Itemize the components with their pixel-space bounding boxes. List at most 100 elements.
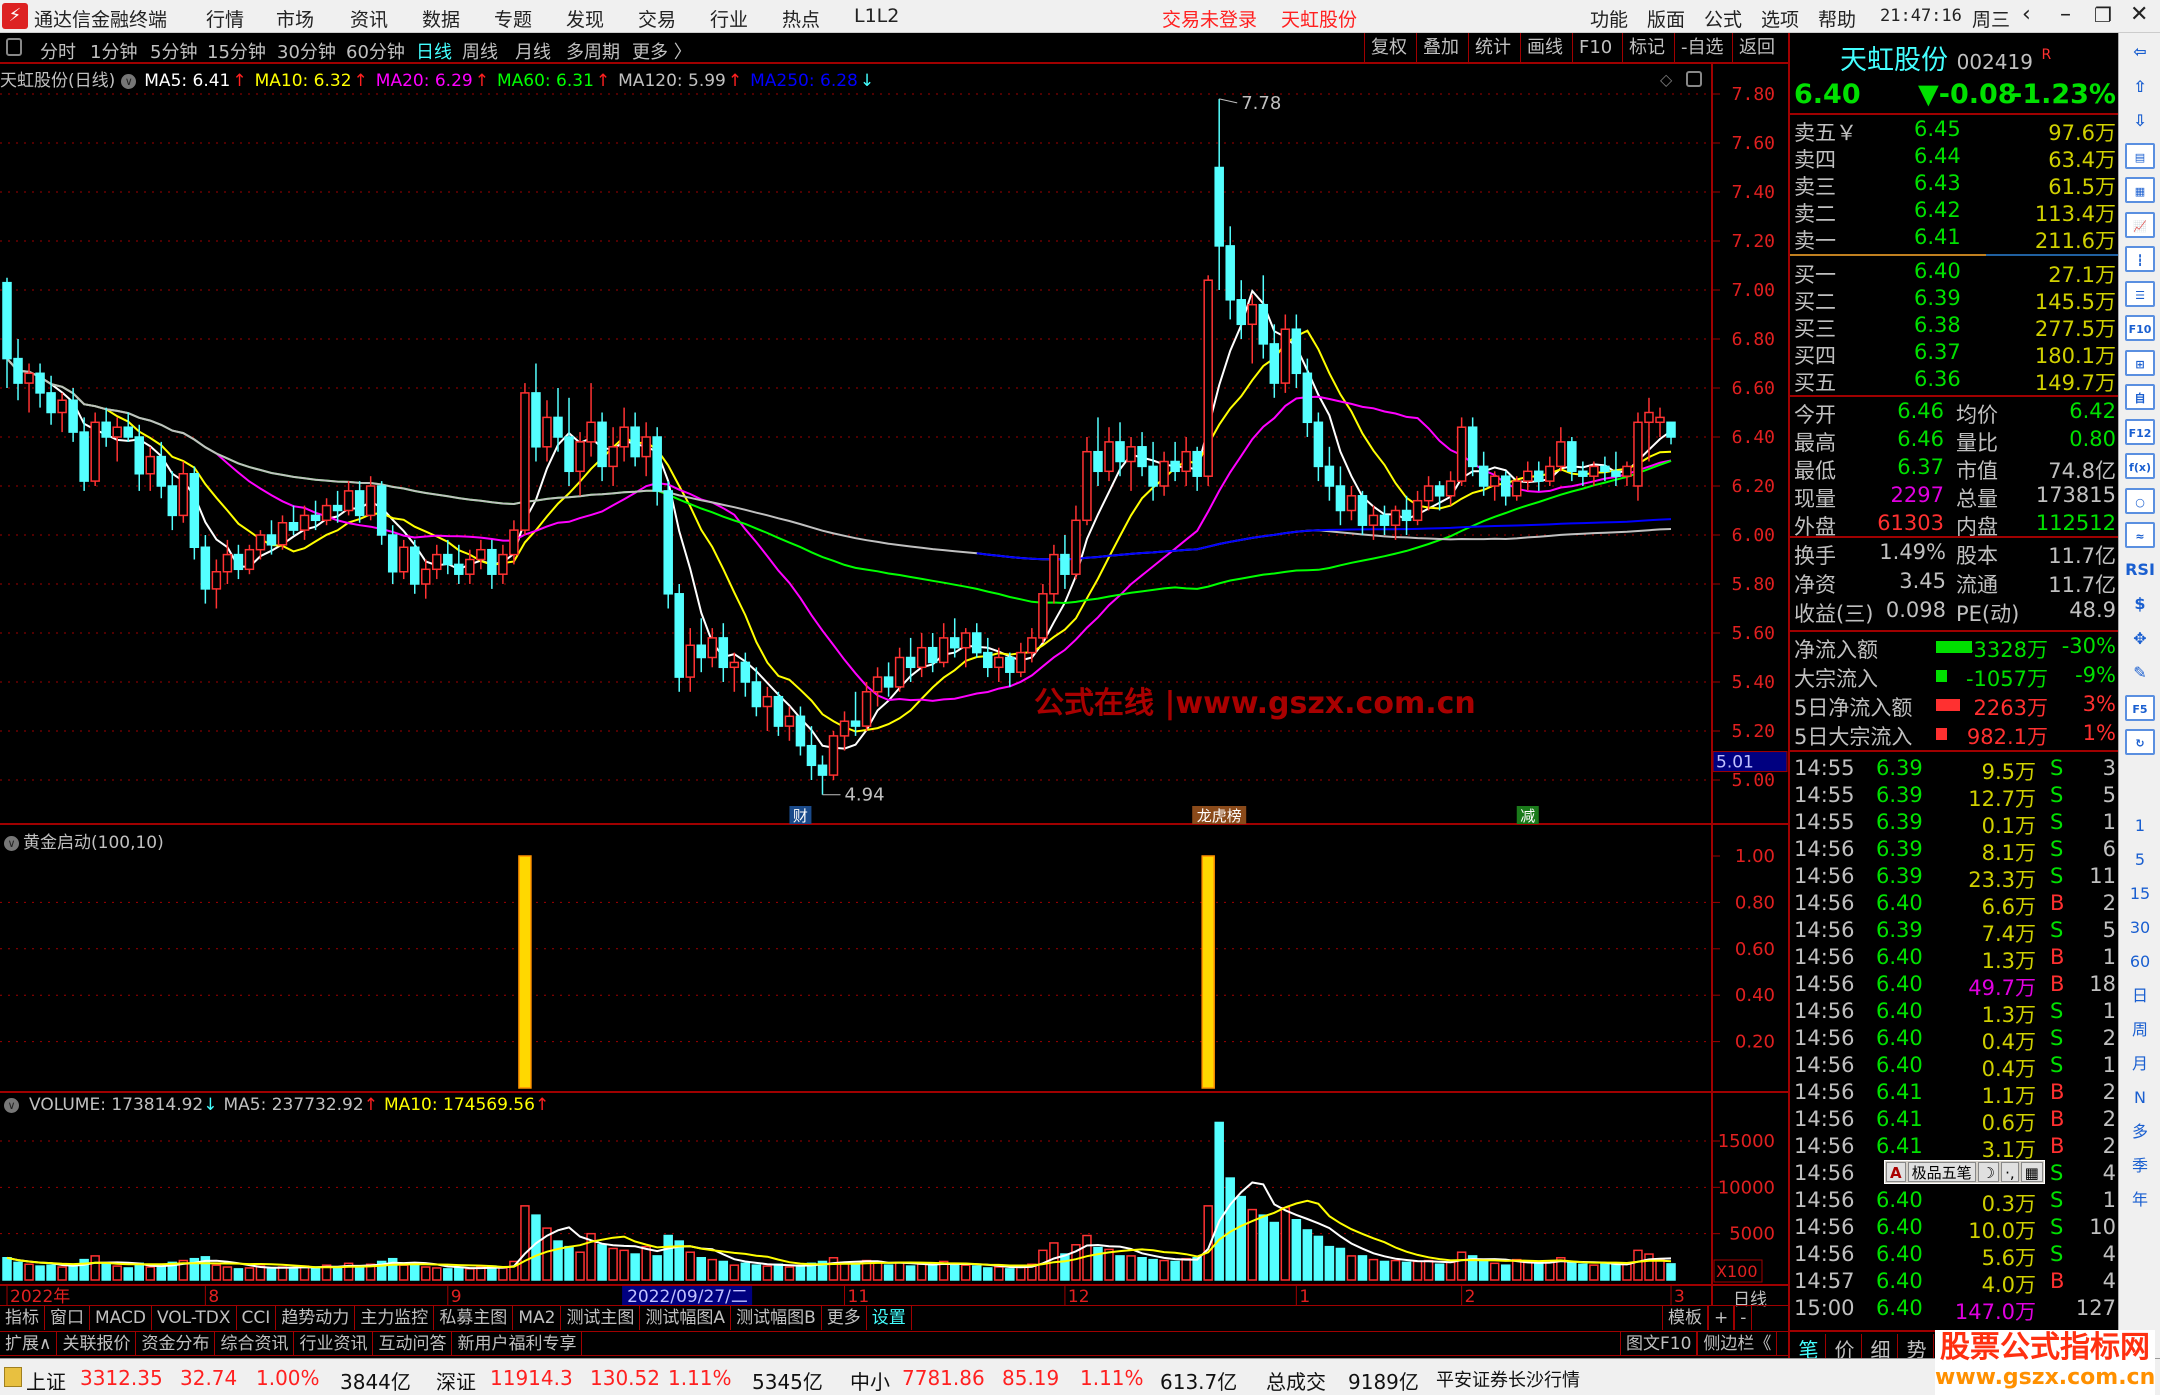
ime-toolbar[interactable]: A 极品五笔 ☽ ·, ▦ (1884, 1160, 2045, 1184)
toolbar-button[interactable]: 叠加 (1416, 33, 1465, 62)
tab-period[interactable]: 1分钟 (90, 42, 138, 63)
menu-item[interactable]: 资讯 (350, 9, 389, 31)
indicator-tab[interactable]: 测试幅图B (731, 1306, 822, 1330)
menu-item[interactable]: L1L2 (854, 5, 900, 27)
info-tab[interactable]: 扩展∧ (0, 1332, 58, 1356)
grid-icon[interactable]: ▦ (2125, 177, 2155, 203)
bid-row[interactable]: 买三 6.38 277.5万 (1794, 313, 2116, 341)
punctuation-icon[interactable]: ·, (2001, 1162, 2019, 1182)
minus-button[interactable]: - (1734, 1306, 1753, 1330)
tick-tab[interactable]: 笔 (1792, 1334, 1826, 1363)
toolbar-button[interactable]: 复权 (1364, 33, 1413, 62)
ask-row[interactable]: 卖四 6.44 63.4万 (1794, 144, 2116, 172)
menu-item[interactable]: 热点 (782, 9, 821, 31)
bid-row[interactable]: 买五 6.36 149.7万 (1794, 367, 2116, 395)
sidebar-period-button[interactable]: 30 (2129, 918, 2151, 937)
close-icon[interactable]: ✕ (2130, 2, 2149, 27)
ask-row[interactable]: 卖一 6.41 211.6万 (1794, 225, 2116, 253)
tab-period[interactable]: 多周期 (566, 42, 620, 63)
tab-period[interactable]: 5分钟 (150, 42, 198, 63)
move-icon[interactable]: ✥ (2133, 628, 2147, 648)
panel-toggle-icon[interactable] (6, 38, 22, 56)
formula-icon[interactable]: f(x) (2125, 453, 2155, 479)
kline-chart[interactable]: 7.80 7.60 7.40 7.20 7.00 6.80 6.60 6.40 6.20 6.00… (0, 64, 1788, 1305)
sidebar-period-button[interactable]: 60 (2129, 952, 2151, 971)
zx-index-name[interactable]: 中小 (850, 1370, 890, 1394)
sidebar-period-button[interactable]: 季 (2131, 1156, 2148, 1175)
circle-icon[interactable]: ○ (2125, 487, 2155, 514)
sidebar-period-button[interactable]: 日 (2131, 986, 2148, 1005)
ask-row[interactable]: 卖三 6.43 61.5万 (1794, 171, 2116, 199)
sh-index-name[interactable]: 上证 (26, 1370, 66, 1394)
tab-period[interactable]: 日线 (416, 42, 452, 63)
tick-tab[interactable]: 势 (1900, 1334, 1934, 1363)
collapse-icon[interactable]: ∨ (4, 1097, 19, 1113)
status-icon[interactable] (4, 1367, 22, 1387)
menu-item[interactable]: 专题 (494, 9, 533, 31)
tab-period[interactable]: 分时 (40, 42, 76, 63)
indicator-tab[interactable]: 私募主图 (434, 1306, 514, 1330)
tab-period[interactable]: 周线 (462, 42, 498, 63)
sidebar-period-button[interactable]: 5 (2134, 850, 2146, 869)
tree-icon[interactable]: ⊞ (2125, 349, 2155, 376)
indicator-tab[interactable]: 设置 (867, 1306, 912, 1330)
side-tab[interactable]: 图文F10 (1620, 1332, 1698, 1356)
pencil-icon[interactable]: ✎ (2133, 663, 2147, 682)
sidebar-period-button[interactable]: 年 (2131, 1190, 2148, 1209)
dollar-icon[interactable]: $ (2134, 594, 2146, 613)
menu-item[interactable]: 帮助 (1818, 9, 1857, 31)
quote-board-icon[interactable]: ▤ (2125, 142, 2155, 169)
side-tab[interactable]: 侧边栏《 (1697, 1332, 1778, 1356)
list-icon[interactable]: ☰ (2125, 280, 2155, 307)
collapse-icon[interactable]: ∨ (4, 835, 19, 851)
minimize-icon[interactable]: – (2060, 2, 2071, 27)
sidebar-period-button[interactable]: 多 (2131, 1122, 2148, 1141)
info-tab[interactable]: 关联报价 (57, 1332, 137, 1356)
info-tab[interactable]: 综合资讯 (215, 1332, 295, 1356)
ask-row[interactable]: 卖五￥ 6.45 97.6万 (1794, 117, 2116, 145)
sidebar-period-button[interactable]: 月 (2131, 1054, 2148, 1073)
info-tab[interactable]: 资金分布 (136, 1332, 216, 1356)
diamond-icon[interactable]: ◇ (1660, 70, 1673, 89)
indicator-tab[interactable]: MA2 (513, 1306, 562, 1330)
toolbar-button[interactable]: 返回 (1732, 33, 1781, 62)
indicator-tab[interactable]: 测试幅图A (640, 1306, 732, 1330)
menu-item[interactable]: 交易 (638, 9, 677, 31)
template-button[interactable]: 模板 (1662, 1306, 1708, 1330)
indicator-tab[interactable]: 指标 (0, 1306, 45, 1330)
bid-row[interactable]: 买四 6.37 180.1万 (1794, 340, 2116, 368)
menu-item[interactable]: 版面 (1647, 9, 1686, 31)
menu-item[interactable]: 行业 (710, 9, 749, 31)
menu-item[interactable]: 功能 (1590, 9, 1629, 31)
menu-item[interactable]: 发现 (566, 9, 605, 31)
window-toggle-icon[interactable] (1686, 71, 1702, 87)
f12-icon[interactable]: F12 (2125, 418, 2155, 445)
tab-period[interactable]: 30分钟 (277, 42, 336, 63)
indicator-tab[interactable]: 测试主图 (561, 1306, 641, 1330)
tab-period[interactable]: 月线 (515, 42, 551, 63)
menu-item[interactable]: 行情 (206, 9, 245, 31)
refresh-icon[interactable]: ↻ (2125, 729, 2155, 755)
toolbar-button[interactable]: F10 (1572, 33, 1618, 62)
trade-status[interactable]: 交易未登录 (1162, 9, 1258, 31)
indicator-tab[interactable]: 窗口 (45, 1306, 90, 1330)
rsi-icon[interactable]: RSI (2125, 559, 2155, 579)
moon-icon[interactable]: ☽ (1977, 1162, 2000, 1182)
up-arrow-icon[interactable]: ⇧ (2133, 76, 2147, 96)
broker-name[interactable]: 平安证券长沙行情 (1436, 1370, 1580, 1391)
tab-period[interactable]: 更多 〉 (632, 42, 692, 63)
wave-icon[interactable]: ≈ (2125, 522, 2155, 548)
sidebar-period-button[interactable]: 周 (2131, 1020, 2148, 1039)
down-arrow-icon[interactable]: ⇩ (2133, 111, 2147, 130)
info-tab[interactable]: 新用户福利专享 (452, 1332, 583, 1356)
menu-item[interactable]: 数据 (422, 9, 461, 31)
tick-tab[interactable]: 价 (1828, 1334, 1862, 1363)
toolbar-button[interactable]: 统计 (1468, 33, 1517, 62)
plus-button[interactable]: + (1708, 1306, 1735, 1330)
restore-icon[interactable]: ❐ (2094, 3, 2112, 27)
indicator-tab[interactable]: VOL-TDX (152, 1306, 237, 1330)
sidebar-period-button[interactable]: N (2134, 1088, 2146, 1107)
toolbar-button[interactable]: 画线 (1520, 33, 1569, 62)
indicator-tab[interactable]: MACD (90, 1306, 152, 1330)
tick-tab[interactable]: 细 (1864, 1334, 1898, 1363)
